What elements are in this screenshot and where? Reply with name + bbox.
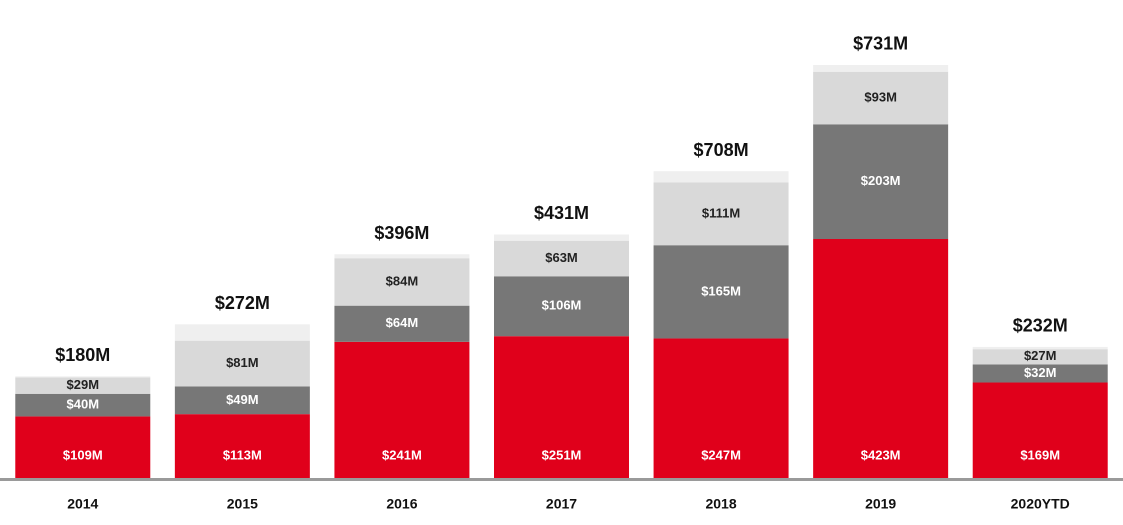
data-label: $241M <box>382 447 422 462</box>
data-label: $423M <box>861 447 901 462</box>
bar-segment <box>15 376 151 378</box>
data-label: $111M <box>702 205 740 220</box>
x-tick-label: 2015 <box>227 496 258 512</box>
bar-segment <box>813 64 949 72</box>
bar-segment <box>334 305 470 342</box>
total-label: $708M <box>694 140 749 160</box>
bar-segment <box>972 346 1108 350</box>
bar-segment <box>653 171 789 183</box>
bar-segment <box>174 386 310 415</box>
data-label: $203M <box>861 173 901 188</box>
x-tick-label: 2019 <box>865 496 896 512</box>
bar-segment <box>334 254 470 259</box>
bar-segment <box>15 416 151 478</box>
total-label: $272M <box>215 293 270 313</box>
bar-segment <box>15 393 151 417</box>
bar-segment <box>972 382 1108 478</box>
bar-segment <box>813 71 949 125</box>
data-label: $81M <box>226 355 259 370</box>
total-label: $396M <box>374 223 429 243</box>
bar-segment <box>494 336 629 478</box>
total-label: $731M <box>853 34 908 54</box>
bar-segment <box>494 276 629 337</box>
bar-segment <box>813 239 949 478</box>
data-label: $63M <box>545 250 578 265</box>
bar-segment <box>334 341 470 478</box>
data-label: $29M <box>67 377 100 392</box>
data-label: $49M <box>226 392 259 407</box>
bar-segment <box>494 240 629 277</box>
data-label: $64M <box>386 315 419 330</box>
bar-segment <box>174 414 310 478</box>
data-label: $93M <box>864 89 897 104</box>
data-label: $251M <box>542 447 582 462</box>
bar-segment <box>494 234 629 241</box>
data-label: $169M <box>1020 447 1060 462</box>
bar-segment <box>653 182 789 246</box>
data-label: $40M <box>67 397 100 412</box>
bar-segment <box>972 349 1108 365</box>
bar-segment <box>653 245 789 339</box>
total-label: $180M <box>55 345 110 365</box>
bar-segment <box>653 338 789 478</box>
data-label: $84M <box>386 273 419 288</box>
data-label: $247M <box>701 447 741 462</box>
data-label: $27M <box>1024 348 1057 363</box>
x-tick-label: 2016 <box>386 496 417 512</box>
x-tick-label: 2014 <box>67 496 98 512</box>
bar-segment <box>174 340 310 387</box>
bar-segment <box>334 258 470 306</box>
x-tick-label: 2017 <box>546 496 577 512</box>
total-label: $431M <box>534 203 589 223</box>
data-label: $113M <box>223 447 262 462</box>
data-label: $32M <box>1024 365 1057 380</box>
bar-segment <box>15 377 151 394</box>
x-tick-label: 2020YTD <box>1011 496 1070 512</box>
data-label: $165M <box>701 283 741 298</box>
data-label: $109M <box>63 447 103 462</box>
bar-segment <box>813 124 949 240</box>
x-tick-label: 2018 <box>705 496 736 512</box>
bar-segment <box>972 364 1108 383</box>
data-label: $106M <box>542 298 582 313</box>
total-label: $232M <box>1013 316 1068 336</box>
bar-segment <box>174 324 310 341</box>
